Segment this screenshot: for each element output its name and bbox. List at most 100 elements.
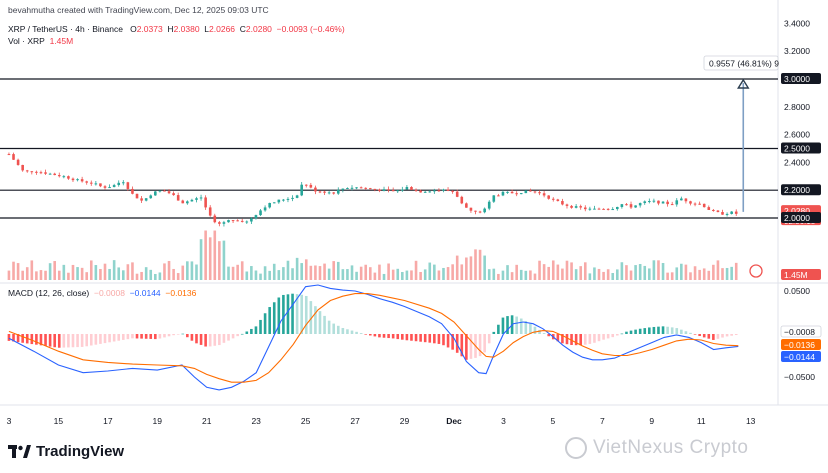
macd-tick-4: −0.0500 — [784, 372, 815, 382]
volume-bar-13 — [67, 272, 70, 280]
volume-bar-98 — [455, 255, 459, 280]
macd-hist-bar-113 — [524, 320, 528, 334]
volume-bar-17 — [85, 272, 89, 280]
volume-bar-23 — [112, 260, 116, 280]
candle-143 — [661, 200, 665, 204]
volume-bar-119 — [551, 260, 555, 280]
candle-0 — [7, 152, 11, 156]
candle-119 — [551, 197, 555, 202]
candle-body-128 — [593, 208, 596, 210]
volume-label[interactable]: Vol · XRP — [8, 36, 45, 46]
macd-hist-bar-87 — [405, 334, 409, 341]
candle-14 — [71, 177, 75, 183]
volume-bar-116 — [538, 260, 541, 280]
volume-bar-50 — [236, 264, 239, 280]
volume-bar-85 — [396, 268, 400, 280]
candle-body-113 — [524, 190, 528, 194]
candle-body-155 — [716, 210, 720, 213]
volume-bar-49 — [231, 266, 235, 280]
x-tick-11: 5 — [551, 416, 556, 426]
volume-bar-151 — [698, 269, 701, 280]
candles — [7, 152, 738, 227]
candle-body-76 — [355, 187, 358, 189]
volume-bar-37 — [176, 273, 180, 280]
candle-98 — [455, 189, 459, 198]
macd-hist-bar-27 — [131, 334, 134, 339]
volume-bar-56 — [263, 266, 267, 280]
candle-body-129 — [597, 208, 601, 210]
candle-13 — [67, 175, 70, 180]
candle-120 — [556, 198, 560, 202]
candle-body-88 — [410, 187, 413, 190]
volume-bar-3 — [21, 270, 24, 280]
volume-bar-152 — [702, 268, 706, 280]
volume-bar-43 — [204, 230, 207, 280]
macd-hist-bar-120 — [556, 334, 560, 342]
candle-53 — [250, 217, 253, 224]
macd-hist-bar-70 — [327, 320, 331, 334]
candle-body-126 — [583, 207, 587, 210]
candle-4 — [25, 169, 29, 173]
measure-arrow — [737, 78, 750, 89]
candle-body-158 — [730, 211, 733, 214]
candle-94 — [437, 188, 441, 192]
candle-body-45 — [213, 215, 217, 223]
candle-92 — [428, 190, 432, 193]
volume-bar-89 — [414, 260, 418, 280]
candle-22 — [108, 184, 111, 189]
candle-40 — [190, 198, 194, 202]
volume-bar-88 — [410, 270, 413, 280]
candle-body-62 — [291, 197, 294, 199]
volume-bar-21 — [103, 263, 107, 280]
candle-93 — [433, 188, 436, 194]
volume-bar-103 — [478, 249, 482, 280]
macd-label[interactable]: MACD (12, 26, close) — [8, 288, 90, 298]
candle-50 — [236, 219, 239, 222]
horizontal-levels — [0, 78, 778, 219]
volume-bar-84 — [391, 269, 395, 280]
candle-body-144 — [666, 201, 669, 205]
candle-body-18 — [89, 182, 93, 184]
volume-bar-67 — [314, 265, 317, 280]
macd-hist-bar-104 — [483, 334, 486, 353]
macd-hist-bar-59 — [277, 297, 281, 334]
candle-64 — [300, 182, 303, 197]
tradingview-brand[interactable]: TradingView — [8, 443, 124, 460]
candle-body-116 — [538, 192, 541, 194]
candle-6 — [35, 170, 38, 175]
macd-hist-bar-73 — [341, 328, 345, 334]
candle-body-67 — [314, 187, 317, 192]
volume-bar-117 — [542, 264, 546, 280]
candle-80 — [373, 188, 377, 192]
candle-body-111 — [515, 193, 518, 195]
candle-33 — [158, 190, 162, 193]
symbol-title[interactable]: XRP / TetherUS · 4h · Binance — [8, 24, 123, 34]
volume-bar-143 — [661, 262, 665, 280]
macd-hist-bar-55 — [259, 319, 262, 334]
volume-bar-125 — [579, 266, 583, 280]
candle-21 — [103, 185, 107, 190]
volume-bar-63 — [295, 257, 299, 280]
candle-142 — [657, 200, 660, 206]
volume-bar-113 — [524, 270, 528, 280]
macd-hist-bar-63 — [295, 294, 299, 334]
macd-hist-bar-56 — [263, 313, 267, 334]
volume-bar-74 — [346, 269, 349, 280]
volume-bar-155 — [716, 260, 720, 280]
volume-bar-139 — [643, 265, 647, 280]
volume-bar-35 — [167, 260, 171, 280]
macd-hist-bar-118 — [547, 334, 550, 337]
candle-138 — [638, 202, 642, 208]
candle-114 — [529, 188, 532, 192]
candle-54 — [254, 214, 258, 220]
candle-121 — [561, 198, 564, 206]
candle-124 — [574, 204, 578, 209]
candle-body-32 — [154, 191, 157, 196]
candle-body-107 — [497, 195, 500, 197]
x-tick-0: 3 — [7, 416, 12, 426]
candle-62 — [291, 195, 294, 202]
volume-bar-114 — [529, 270, 532, 280]
candle-body-159 — [734, 211, 738, 214]
candle-30 — [144, 198, 148, 202]
measure-label-box — [703, 55, 779, 71]
